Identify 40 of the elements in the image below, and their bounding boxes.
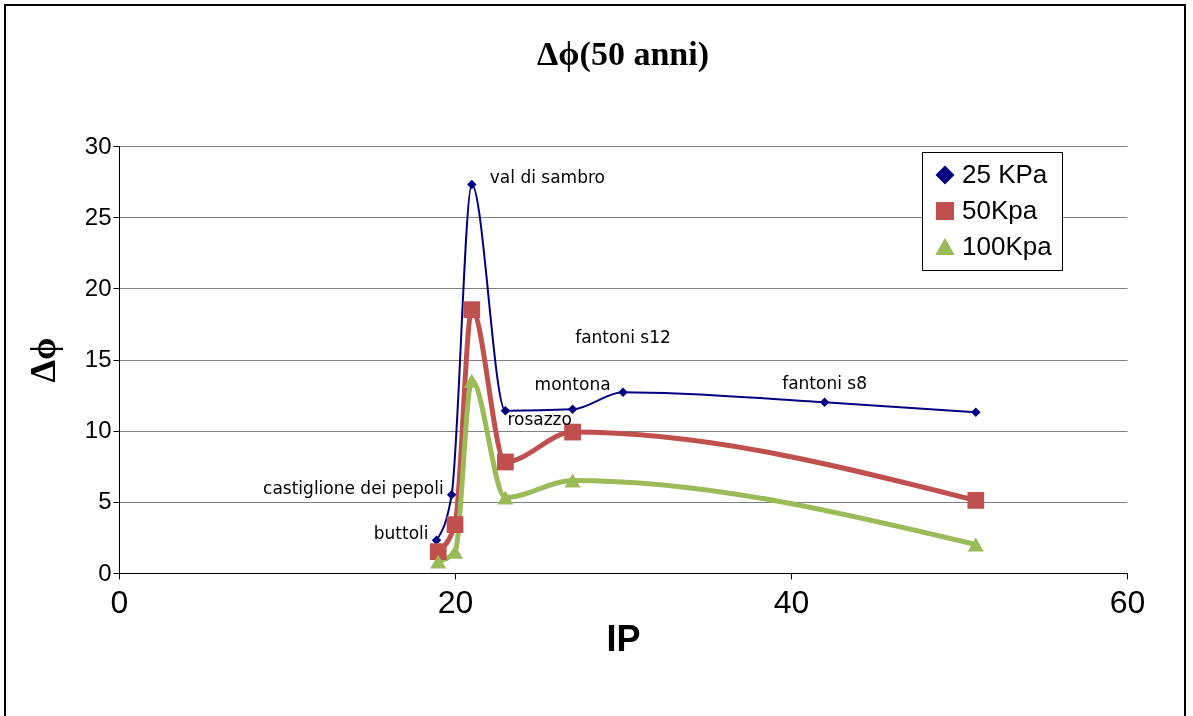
annotation: rosazzo <box>507 408 572 429</box>
y-tick-label: 0 <box>98 558 112 586</box>
point <box>967 492 985 509</box>
y-tick-label: 20 <box>84 273 112 301</box>
point <box>971 407 981 417</box>
point <box>429 543 447 561</box>
legend-label: 50Kpa <box>962 195 1038 225</box>
point <box>967 537 984 552</box>
point <box>564 423 581 441</box>
point <box>463 373 480 388</box>
y-tick-label: 10 <box>84 416 112 444</box>
point <box>430 554 447 569</box>
annotation: fantoni s8 <box>782 373 868 394</box>
point <box>564 473 581 488</box>
y-tick-label: 5 <box>98 487 112 515</box>
point <box>567 404 578 415</box>
legend-label: 25 KPa <box>962 159 1048 189</box>
x-axis-title: IP <box>606 617 641 659</box>
annotation: montona <box>534 374 611 395</box>
point <box>446 516 464 533</box>
annotation: fantoni s12 <box>575 327 671 347</box>
x-tick-label: 40 <box>773 583 810 620</box>
point <box>463 301 481 319</box>
y-tick-label: 25 <box>84 202 112 230</box>
x-tick-label: 20 <box>437 583 474 620</box>
annotation: val di sambro <box>489 167 605 188</box>
point <box>500 406 511 416</box>
chart-title: Δϕ(50 anni) <box>537 35 709 73</box>
y-tick-label: 30 <box>84 131 112 159</box>
annotation: buttoli <box>373 523 429 544</box>
point <box>467 179 477 190</box>
point <box>497 490 514 505</box>
point <box>497 453 514 471</box>
y-axis-title: Δϕ <box>22 337 63 383</box>
x-tick-label: 60 <box>1109 583 1146 620</box>
y-tick-label: 15 <box>84 345 112 372</box>
legend-label: 100Kpa <box>962 231 1053 261</box>
point <box>819 397 830 407</box>
point <box>446 489 457 500</box>
annotation: castiglione dei pepoli <box>263 477 444 498</box>
